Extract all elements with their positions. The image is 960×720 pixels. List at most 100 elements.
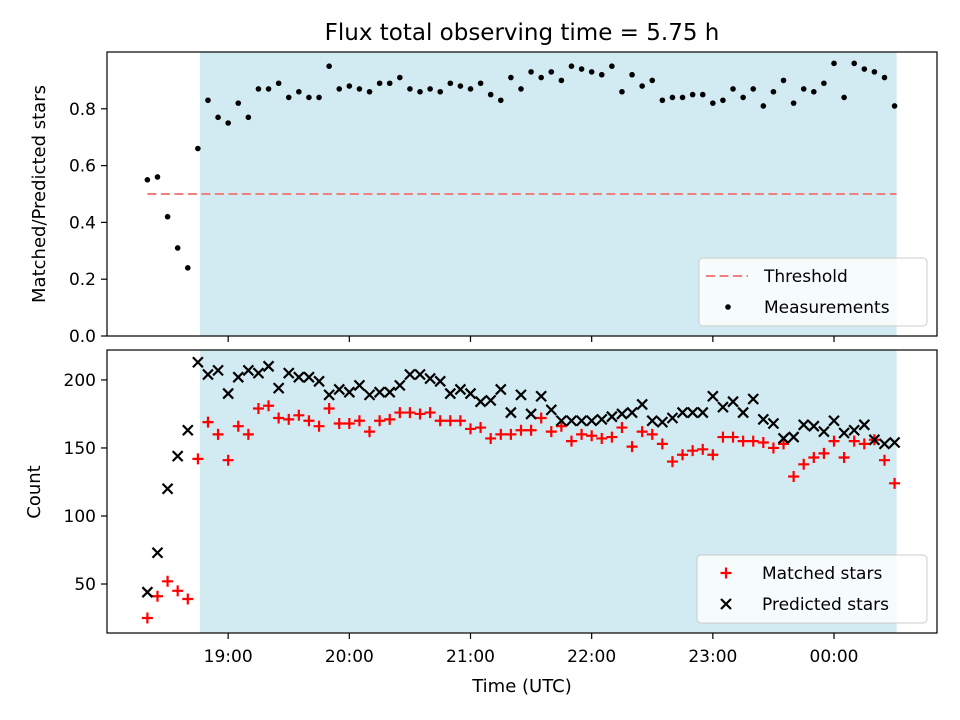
bottom-legend-label-0: Matched stars <box>762 564 882 584</box>
matched-point-58 <box>727 431 739 443</box>
predicted-point-19 <box>333 383 346 396</box>
top-point-33 <box>477 80 484 87</box>
top-legend-box <box>698 257 928 327</box>
predicted-point-42 <box>565 414 578 427</box>
x-tick-label-3: 22:00 <box>567 647 616 667</box>
matched-point-4 <box>182 593 194 605</box>
x-tick-label-5: 00:00 <box>810 647 859 667</box>
x-tick-label-4: 23:00 <box>688 647 737 667</box>
matched-point-69 <box>838 451 850 463</box>
top-point-10 <box>245 114 252 121</box>
matched-point-54 <box>687 445 699 457</box>
predicted-point-33 <box>474 395 487 408</box>
predicted-point-15 <box>293 371 305 383</box>
predicted-point-52 <box>666 412 679 424</box>
matched-point-18 <box>323 403 335 415</box>
top-point-49 <box>639 83 645 89</box>
matched-point-24 <box>384 413 396 425</box>
matched-point-48 <box>626 441 638 453</box>
top-panel-ratio: 0.0 0.2 0.4 0.6 0.8 Threshold Measurements <box>69 51 938 347</box>
top-point-24 <box>386 80 393 87</box>
top-point-34 <box>487 91 494 98</box>
predicted-point-60 <box>747 393 760 405</box>
top-point-53 <box>679 94 686 101</box>
matched-point-9 <box>232 420 244 432</box>
matched-point-60 <box>747 435 759 447</box>
matched-point-67 <box>818 447 830 459</box>
matched-point-71 <box>858 438 870 450</box>
predicted-point-2 <box>161 483 174 495</box>
predicted-point-14 <box>282 367 295 379</box>
top-y-tick-label-0: 0.0 <box>69 327 96 347</box>
matched-point-29 <box>434 415 446 427</box>
matched-point-38 <box>525 424 537 436</box>
top-point-46 <box>609 63 615 69</box>
top-y-axis-label: Matched/Predicted stars <box>29 85 50 303</box>
top-point-36 <box>508 74 514 81</box>
predicted-point-3 <box>171 450 184 462</box>
matched-point-47 <box>616 422 628 434</box>
predicted-point-59 <box>737 406 749 419</box>
predicted-point-16 <box>303 371 315 383</box>
top-point-68 <box>831 60 837 67</box>
matched-point-2 <box>162 575 174 587</box>
matched-point-11 <box>252 403 264 415</box>
predicted-point-48 <box>626 406 638 419</box>
top-y-tick-label-1: 0.2 <box>69 270 96 290</box>
matched-point-13 <box>273 412 285 424</box>
top-point-56 <box>710 100 716 106</box>
top-point-35 <box>497 97 504 104</box>
predicted-point-63 <box>777 432 790 445</box>
bottom-legend-label-1: Predicted stars <box>762 595 889 615</box>
matched-point-8 <box>222 454 234 466</box>
bottom-y-tick-label-3: 200 <box>64 371 96 391</box>
top-axes-frame <box>106 51 938 337</box>
top-point-60 <box>750 86 757 92</box>
x-axis-label: Time (UTC) <box>471 676 572 697</box>
matched-point-53 <box>677 449 689 461</box>
matched-point-50 <box>646 428 658 440</box>
predicted-point-27 <box>414 368 426 381</box>
matched-point-5 <box>192 453 204 465</box>
top-point-64 <box>790 100 797 106</box>
matched-point-55 <box>697 443 709 455</box>
predicted-point-65 <box>797 419 810 431</box>
top-point-11 <box>255 86 262 92</box>
predicted-point-12 <box>262 360 275 373</box>
top-point-15 <box>296 88 302 95</box>
top-point-45 <box>598 71 605 78</box>
predicted-point-37 <box>515 389 527 401</box>
predicted-point-36 <box>505 406 517 419</box>
top-point-8 <box>225 120 231 126</box>
matched-point-74 <box>889 477 901 489</box>
matched-point-3 <box>172 585 184 597</box>
matched-point-45 <box>596 432 608 444</box>
predicted-point-72 <box>868 434 881 446</box>
predicted-point-29 <box>434 375 446 388</box>
top-point-42 <box>568 63 575 69</box>
predicted-point-61 <box>757 413 770 426</box>
top-point-30 <box>447 80 454 87</box>
matched-point-0 <box>141 612 153 624</box>
matched-point-59 <box>737 435 749 447</box>
matched-point-44 <box>586 430 598 442</box>
predicted-point-26 <box>404 368 416 381</box>
matched-point-26 <box>404 407 416 419</box>
chart-title: Flux total observing time = 5.75 h <box>325 20 720 46</box>
predicted-point-40 <box>545 404 558 416</box>
predicted-point-41 <box>555 414 568 427</box>
top-point-1 <box>154 174 161 180</box>
matched-point-16 <box>303 415 315 427</box>
top-point-17 <box>316 94 322 101</box>
predicted-point-24 <box>383 386 396 398</box>
predicted-point-70 <box>848 424 860 437</box>
matched-point-56 <box>707 449 719 461</box>
predicted-point-55 <box>696 406 709 419</box>
predicted-point-56 <box>707 390 719 403</box>
top-point-7 <box>215 114 221 121</box>
predicted-point-30 <box>444 387 457 400</box>
matched-point-15 <box>293 409 305 421</box>
bottom-legend-predicted-swatch <box>720 598 732 610</box>
top-point-31 <box>457 83 464 89</box>
top-point-57 <box>720 97 726 104</box>
